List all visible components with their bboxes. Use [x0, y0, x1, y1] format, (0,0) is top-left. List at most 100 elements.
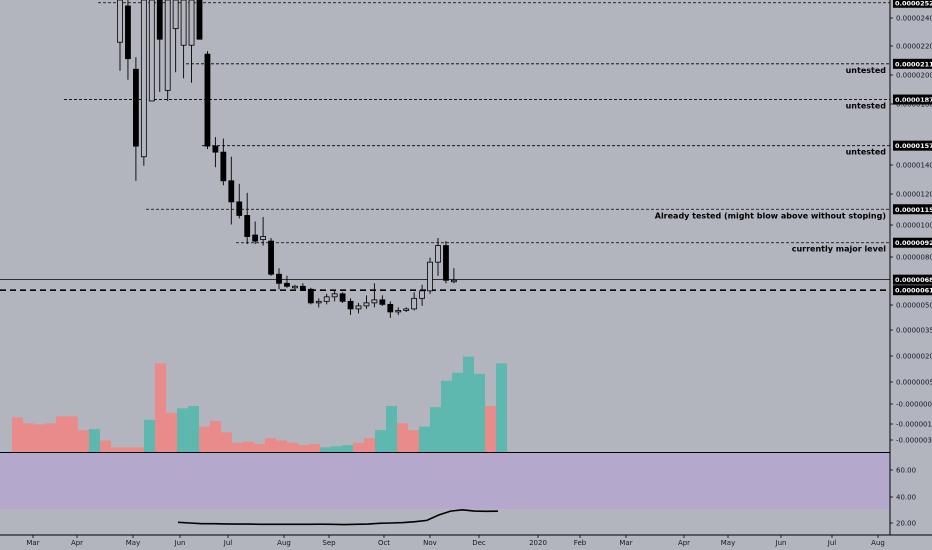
- volume-bar: [419, 426, 430, 452]
- price-tag: [893, 58, 932, 69]
- candle: [323, 296, 330, 302]
- x-tick-label: Nov: [423, 539, 437, 547]
- candle: [284, 282, 290, 287]
- rsi-tick-label: 20.00: [896, 520, 916, 528]
- candle: [395, 310, 402, 313]
- volume-bar: [232, 442, 243, 452]
- candle: [244, 215, 251, 237]
- candle: [125, 5, 131, 60]
- candle: [260, 236, 267, 240]
- level-note: untested: [846, 102, 887, 111]
- candlestick-series: [117, 0, 457, 318]
- candle: [172, 0, 179, 30]
- candle: [331, 293, 338, 298]
- volume-bar: [177, 408, 188, 452]
- volume-bar: [441, 380, 452, 452]
- candle: [347, 300, 354, 310]
- level-note: untested: [846, 148, 887, 157]
- volume-bar: [89, 429, 100, 452]
- volume-bar: [221, 432, 232, 452]
- candle: [411, 297, 418, 310]
- x-tick-label: Jul: [827, 539, 837, 547]
- price-axis: 0.00002521 0.00002116 0.00001879 0.00001573…: [0, 0, 932, 536]
- candle: [212, 145, 219, 153]
- rsi-pane: [0, 453, 890, 526]
- volume-bar: [474, 373, 485, 452]
- price-tag-label: 0.00002521: [895, 0, 932, 7]
- volume-bar: [155, 363, 166, 452]
- candle: [339, 293, 346, 302]
- volume-bar: [430, 407, 441, 452]
- candle: [387, 303, 394, 313]
- candle: [236, 201, 243, 216]
- price-tag: [893, 140, 932, 151]
- price-tag-label: 0.00001879: [895, 96, 932, 104]
- rsi-line: [177, 508, 499, 526]
- price-tag: [893, 94, 932, 105]
- volume-bar: [67, 416, 78, 452]
- rsi-band: [0, 453, 890, 509]
- level-note: Already tested (might blow above without…: [655, 211, 886, 220]
- candle: [403, 308, 410, 311]
- volume-bar: [331, 446, 342, 452]
- volume-bar: [353, 442, 364, 452]
- volume-tick-label: -0.00000300: [896, 437, 932, 445]
- volume-bar: [265, 438, 276, 452]
- candle: [291, 285, 298, 289]
- time-axis: Mar Apr May Jun Jul Aug Sep Oct Nov Dec 2020 Feb Mar…: [26, 535, 885, 547]
- price-tag-label: 0.00001573: [895, 142, 932, 150]
- volume-bar: [12, 417, 23, 452]
- volume-bar: [364, 438, 375, 452]
- candle: [220, 151, 227, 182]
- volume-bar: [375, 430, 386, 452]
- volume-bar: [100, 440, 111, 452]
- x-tick-label: Oct: [378, 539, 390, 547]
- x-tick-label: Aug: [277, 539, 291, 547]
- volume-bar: [188, 406, 199, 452]
- x-tick-label: Mar: [619, 539, 632, 547]
- candle: [228, 180, 235, 203]
- candle: [252, 234, 259, 242]
- x-tick-label: Mar: [26, 539, 39, 547]
- x-tick-label: Sep: [322, 539, 336, 547]
- candle: [315, 300, 322, 304]
- candle: [132, 68, 139, 147]
- level-note: untested: [846, 66, 887, 75]
- volume-bar: [320, 447, 331, 452]
- volume-bar: [276, 440, 287, 452]
- x-tick-label: Jun: [174, 539, 186, 547]
- x-tick-label: May: [126, 539, 140, 547]
- volume-bar: [122, 447, 133, 452]
- candle: [204, 53, 211, 147]
- volume-bar: [166, 412, 177, 452]
- volume-bar: [133, 447, 144, 452]
- pane-divider: [0, 452, 890, 453]
- candle: [148, 0, 155, 102]
- candle: [268, 240, 274, 275]
- volume-bar: [452, 372, 463, 452]
- volume-bar: [243, 441, 254, 452]
- candle: [307, 288, 314, 304]
- volume-bar: [45, 423, 56, 452]
- candle: [180, 0, 187, 46]
- volume-tick-label: -0.00000190: [896, 421, 932, 429]
- volume-tick-label: -0.00000070: [896, 401, 932, 409]
- volume-bar: [287, 442, 298, 452]
- x-tick-label: Apr: [678, 539, 690, 547]
- volume-bar: [463, 356, 474, 452]
- x-tick-label: Aug: [871, 539, 885, 547]
- x-tick-label: May: [721, 539, 735, 547]
- volume-bar: [56, 416, 67, 452]
- volume-bar: [397, 423, 408, 452]
- x-tick-label: Jul: [223, 539, 233, 547]
- price-tag-label: 0.00000929: [895, 239, 932, 247]
